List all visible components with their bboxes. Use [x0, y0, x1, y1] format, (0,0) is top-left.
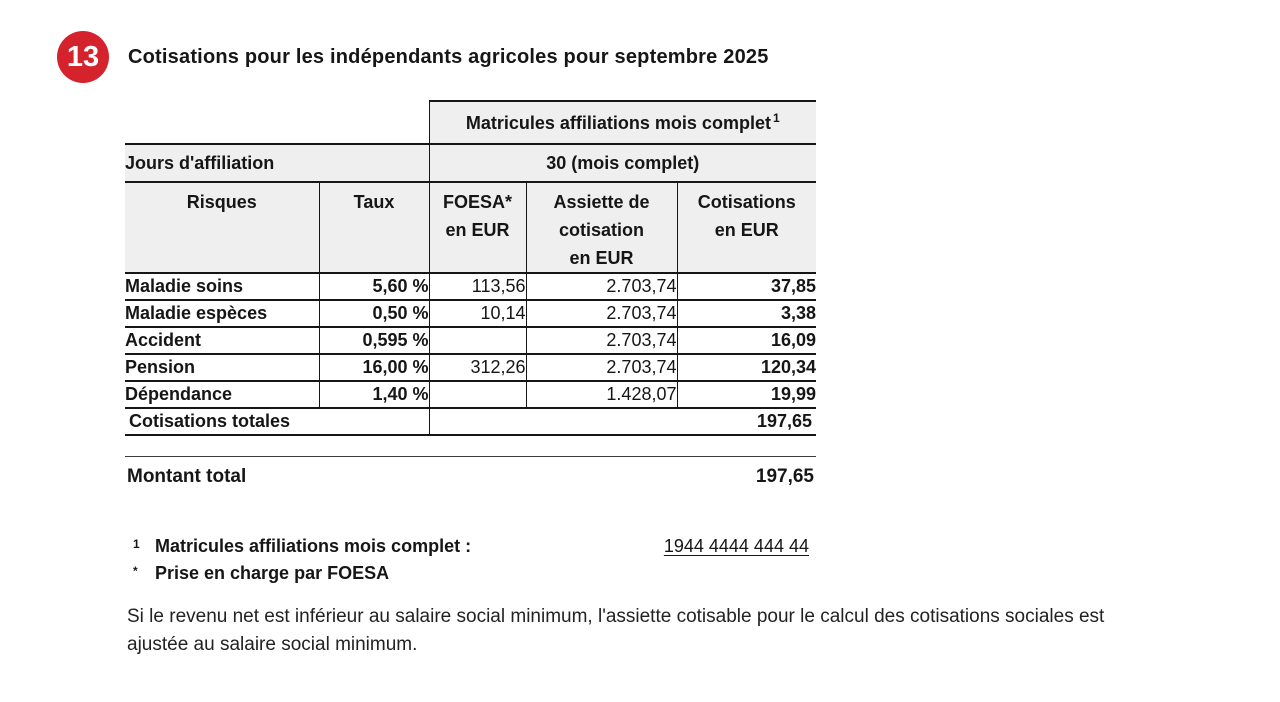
matricules-header-label: Matricules affiliations mois complet [465, 113, 771, 133]
column-header-assiette: Assiette de cotisation en EUR [525, 182, 677, 274]
step-badge: 13 [57, 31, 109, 83]
taux-cell: 0,50 % [318, 300, 429, 328]
footnote-marker-asterisk: * [133, 564, 138, 578]
risque-cell: Maladie espèces [125, 300, 319, 328]
foesa-cell: 10,14 [428, 300, 526, 328]
page-title: Cotisations pour les indépendants agrico… [128, 46, 769, 68]
footnote-matricules: 1 Matricules affiliations mois complet :… [133, 533, 809, 560]
foesa-cell: 113,56 [428, 273, 526, 301]
footnotes: 1 Matricules affiliations mois complet :… [133, 533, 809, 587]
assiette-cell: 1.428,07 [525, 381, 677, 409]
footnote-foesa: * Prise en charge par FOESA [133, 560, 809, 587]
taux-cell: 0,595 % [318, 327, 429, 355]
note-paragraph: Si le revenu net est inférieur au salair… [127, 606, 1105, 655]
column-header-risques: Risques [125, 182, 319, 274]
cotisation-cell: 16,09 [676, 327, 817, 355]
column-header-cotisations: Cotisations en EUR [676, 182, 817, 274]
assiette-cell: 2.703,74 [525, 327, 677, 355]
taux-cell: 1,40 % [318, 381, 429, 409]
table-row: Maladie espèces 0,50 % 10,14 2.703,74 3,… [125, 300, 817, 328]
cotisation-cell: 19,99 [676, 381, 817, 409]
table-row: Maladie soins 5,60 % 113,56 2.703,74 37,… [125, 273, 817, 301]
step-number: 13 [66, 40, 100, 73]
summary-value: 197,65 [755, 466, 814, 487]
table-row: Pension 16,00 % 312,26 2.703,74 120,34 [125, 354, 817, 382]
risque-cell: Dépendance [125, 381, 319, 409]
matricule-number: 1944 4444 444 44 [663, 536, 809, 556]
totals-label: Cotisations totales [125, 408, 429, 436]
table-row: Dépendance 1,40 % 1.428,07 19,99 [125, 381, 817, 409]
summary-row: Montant total 197,65 [125, 466, 816, 488]
taux-cell: 5,60 % [318, 273, 429, 301]
risque-cell: Accident [125, 327, 319, 355]
footnote-label: Matricules affiliations mois complet : [155, 536, 472, 556]
risque-cell: Maladie soins [125, 273, 319, 301]
assiette-cell: 2.703,74 [525, 273, 677, 301]
matricules-header-cell: Matricules affiliations mois complet 1 [428, 100, 817, 145]
cotisation-cell: 120,34 [676, 354, 817, 382]
matricules-header-row: Matricules affiliations mois complet 1 [125, 100, 817, 145]
contributions-table: Matricules affiliations mois complet 1 Jo… [125, 100, 817, 436]
cotisation-cell: 3,38 [676, 300, 817, 328]
column-header-taux: Taux [318, 182, 429, 274]
summary-divider [125, 456, 816, 457]
risque-cell: Pension [125, 354, 319, 382]
footnote-ref-1: 1 [772, 111, 780, 125]
taux-cell: 16,00 % [318, 354, 429, 382]
column-header-row: Risques Taux FOESA* en EUR Assiette de c… [125, 182, 817, 274]
foesa-cell: 312,26 [428, 354, 526, 382]
header-spacer-cell [125, 101, 429, 145]
totals-value: 197,65 [428, 408, 817, 436]
foesa-cell [428, 327, 526, 355]
table-row: Accident 0,595 % 2.703,74 16,09 [125, 327, 817, 355]
footnote-marker-1: 1 [133, 537, 140, 551]
affiliation-days-row: Jours d'affiliation 30 (mois complet) [125, 144, 817, 183]
affiliation-days-label: Jours d'affiliation [125, 144, 429, 183]
totals-row: Cotisations totales 197,65 [125, 408, 817, 436]
assiette-cell: 2.703,74 [525, 354, 677, 382]
column-header-foesa: FOESA* en EUR [428, 182, 526, 274]
foesa-cell [428, 381, 526, 409]
assiette-cell: 2.703,74 [525, 300, 677, 328]
summary-label: Montant total [127, 466, 247, 487]
cotisation-cell: 37,85 [676, 273, 817, 301]
footnote-label: Prise en charge par FOESA [155, 563, 390, 583]
affiliation-days-value: 30 (mois complet) [428, 144, 817, 183]
